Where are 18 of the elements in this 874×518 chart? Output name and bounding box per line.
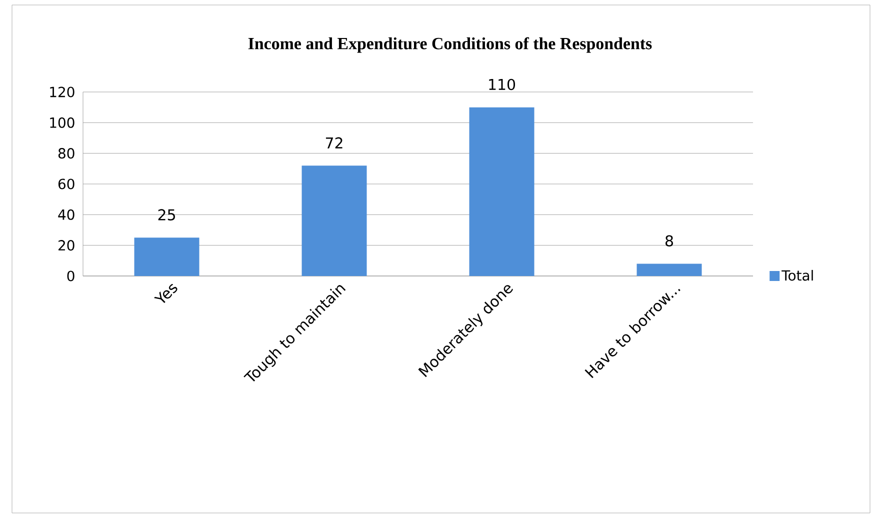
data-label: 72 [326,137,342,148]
y-tick-label: 0 [67,270,74,282]
y-tick-label: 80 [58,148,74,159]
data-label: 8 [666,235,673,247]
data-label: 25 [158,209,175,220]
data-label: 110 [489,78,516,90]
y-tick-label: 60 [58,178,74,190]
legend-label: Total [782,270,813,281]
bar [302,166,367,276]
y-tick-label: 40 [58,209,74,220]
y-tick-label: 100 [50,117,74,128]
chart-title: Income and Expenditure Conditions of the Respondents [248,37,652,53]
bar [636,264,702,276]
bar [134,238,200,276]
bar [469,107,534,276]
x-tick-label: Yes [154,284,178,304]
y-tick-label: 120 [50,86,74,98]
y-tick-label: 20 [58,240,74,251]
